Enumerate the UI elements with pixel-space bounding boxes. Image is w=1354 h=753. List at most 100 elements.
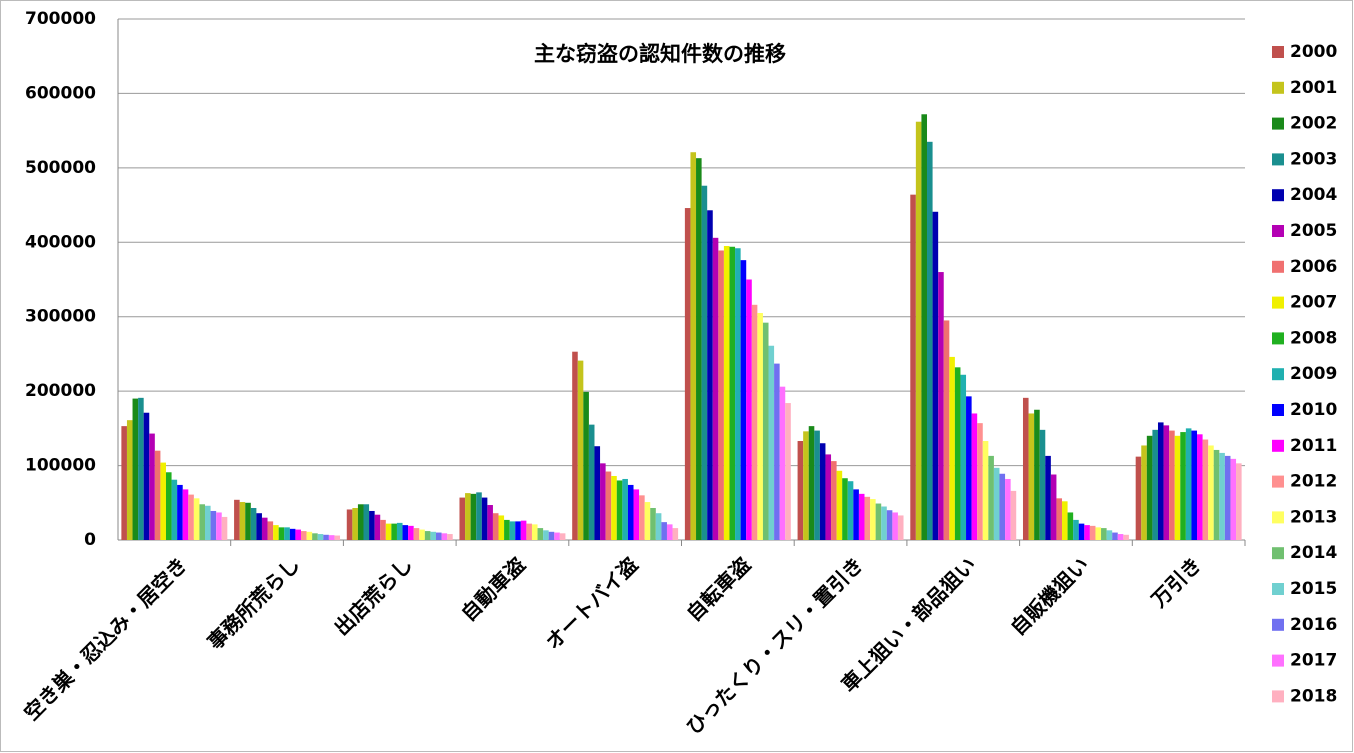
bar — [696, 158, 702, 540]
bar — [199, 504, 206, 540]
bar — [154, 450, 161, 540]
bar — [650, 507, 656, 540]
legend-swatch — [1272, 511, 1284, 524]
bar — [323, 534, 329, 540]
bar — [171, 479, 178, 540]
bar — [554, 532, 560, 540]
legend-swatch — [1272, 618, 1284, 631]
legend-label: 2010 — [1290, 400, 1337, 420]
bar — [875, 503, 882, 540]
bar — [1039, 429, 1046, 540]
y-tick-label: 300000 — [25, 307, 96, 327]
bar — [768, 345, 775, 540]
bar — [982, 441, 989, 540]
legend-swatch — [1272, 690, 1284, 703]
bar — [380, 519, 386, 540]
bar — [1191, 430, 1198, 540]
bar — [735, 248, 741, 541]
bar — [1101, 528, 1107, 540]
bar — [334, 535, 341, 540]
bar — [853, 489, 859, 540]
bar — [481, 497, 488, 540]
legend-label: 2013 — [1290, 507, 1337, 527]
bar — [847, 481, 854, 540]
bar — [616, 480, 623, 540]
bar — [132, 398, 139, 540]
legend-swatch — [1272, 117, 1284, 130]
bar — [346, 509, 353, 540]
bar — [757, 312, 763, 540]
bar — [1197, 434, 1203, 540]
bar — [1106, 530, 1113, 540]
bar — [165, 472, 172, 540]
bar — [295, 529, 301, 540]
bar — [126, 420, 133, 540]
bar — [819, 443, 826, 540]
bar — [1208, 445, 1214, 540]
bar — [221, 516, 228, 540]
bar — [999, 473, 1006, 540]
bar — [396, 522, 403, 540]
bar — [684, 208, 691, 540]
y-tick-label: 100000 — [25, 456, 96, 476]
bar — [306, 531, 313, 540]
legend-swatch — [1272, 583, 1284, 595]
bar — [1202, 439, 1209, 540]
bar — [160, 462, 166, 540]
bar — [1112, 532, 1118, 540]
bar — [1084, 525, 1090, 540]
legend-label: 2004 — [1290, 185, 1337, 205]
bar — [328, 535, 335, 540]
bar — [1117, 534, 1124, 540]
bar — [543, 530, 549, 540]
bar — [751, 304, 758, 540]
bar — [915, 121, 922, 540]
legend-swatch — [1272, 547, 1284, 560]
bar — [661, 522, 667, 540]
y-tick-label: 200000 — [25, 381, 96, 401]
bar — [886, 510, 893, 540]
bar — [391, 523, 397, 540]
bar — [921, 114, 928, 541]
bar — [188, 494, 194, 540]
bar — [718, 250, 724, 541]
legend-swatch — [1272, 475, 1284, 488]
bar — [504, 519, 510, 540]
bar — [943, 320, 950, 540]
bar — [785, 403, 791, 540]
bar — [600, 463, 606, 540]
bar — [858, 493, 865, 540]
legend-label: 2007 — [1290, 293, 1337, 313]
legend-label: 2001 — [1290, 78, 1337, 98]
bar — [498, 515, 505, 540]
bar — [644, 502, 651, 540]
bar — [509, 521, 516, 540]
bar — [1078, 523, 1085, 540]
bar — [138, 397, 144, 540]
legend-label: 2002 — [1290, 114, 1337, 134]
bar — [459, 497, 466, 540]
bar — [938, 272, 944, 540]
bar — [374, 514, 381, 540]
bar — [870, 499, 876, 540]
bar — [881, 506, 887, 540]
y-tick-label: 500000 — [25, 158, 96, 178]
bar — [1152, 429, 1158, 540]
legend-swatch — [1272, 81, 1284, 94]
bar — [1219, 452, 1225, 540]
bar — [559, 533, 566, 540]
legend-swatch — [1272, 439, 1284, 452]
bar — [1045, 455, 1051, 540]
bar — [357, 504, 364, 540]
y-tick-label: 700000 — [25, 9, 96, 29]
bar — [966, 396, 972, 540]
bar — [1146, 435, 1153, 540]
bar — [1169, 430, 1175, 540]
bar — [572, 351, 578, 540]
bar — [746, 279, 752, 540]
bar — [177, 484, 183, 540]
legend-swatch — [1272, 189, 1284, 202]
bar — [797, 441, 804, 540]
